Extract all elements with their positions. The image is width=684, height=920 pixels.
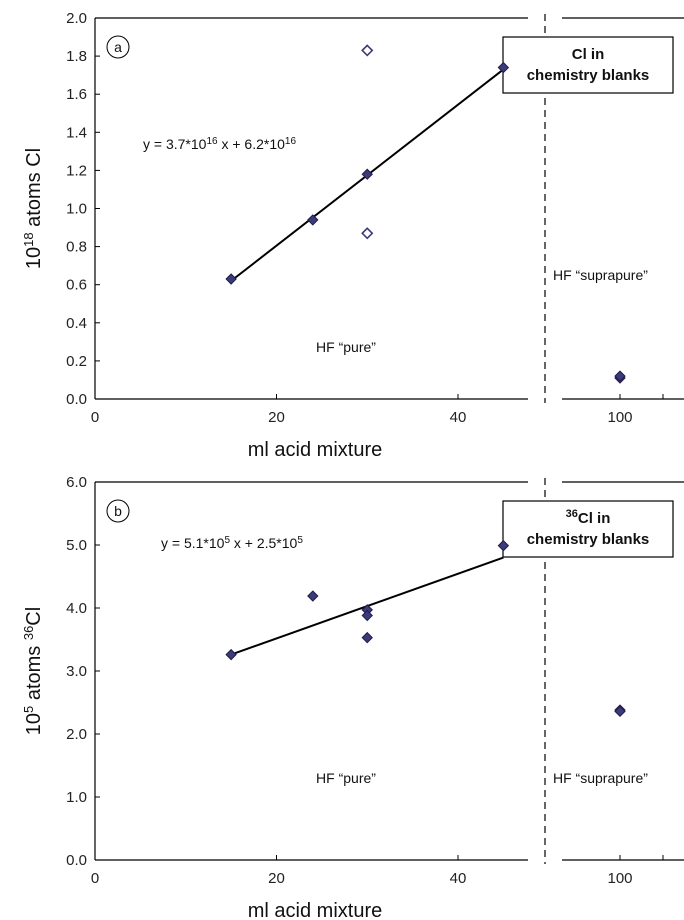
panel-label: b	[114, 503, 122, 519]
title-box-line-1: Cl in	[572, 46, 605, 63]
fit-equation: y = 3.7*1016 x + 6.2*1016	[143, 136, 296, 153]
y-axis-title: 1018 atoms Cl	[21, 148, 46, 269]
data-point-filled	[307, 214, 319, 226]
y-tick-label: 3.0	[66, 663, 87, 680]
y-tick-label: 0.8	[66, 239, 87, 256]
x-tick-label: 40	[450, 409, 467, 426]
data-point-filled	[614, 370, 626, 382]
title-box	[502, 500, 674, 558]
panel-label-circle	[106, 499, 130, 523]
y-tick-label: 4.0	[66, 600, 87, 617]
x-axis-title: ml acid mixture	[248, 900, 382, 920]
data-point-filled	[497, 61, 510, 74]
chart-panel-b: 0.0 1.0 2.0 3.0 4.0 5.0 6.0 0 20 40 100 ml acid mix…	[21, 474, 684, 920]
y-tick-label: 5.0	[66, 537, 87, 554]
y-tick-label: 1.0	[66, 789, 87, 806]
data-point-filled	[225, 273, 237, 285]
panel-label: a	[114, 39, 122, 55]
y-tick-label: 2.0	[66, 10, 87, 27]
title-box-line-1: 36Cl in	[566, 508, 611, 527]
data-point-filled	[225, 648, 237, 661]
y-tick-label: 2.0	[66, 726, 87, 743]
title-box-line-2: chemistry blanks	[527, 67, 650, 84]
region-label-pure: HF “pure”	[316, 339, 376, 355]
data-point-open	[361, 227, 374, 240]
title-box-line-2: chemistry blanks	[527, 531, 650, 548]
y-tick-label: 1.2	[66, 162, 87, 179]
title-box	[502, 36, 674, 94]
y-tick-label: 6.0	[66, 474, 87, 491]
data-point-open	[361, 44, 374, 57]
y-tick-label: 0.4	[66, 315, 87, 332]
y-tick-label: 1.8	[66, 48, 87, 65]
data-point-filled	[361, 631, 373, 644]
data-point-filled	[307, 590, 319, 602]
x-tick-label: 20	[268, 409, 285, 426]
data-point-filled	[361, 609, 373, 622]
x-tick-label: 100	[607, 870, 632, 887]
y-tick-label: 0.2	[66, 353, 87, 370]
x-axis-title: ml acid mixture	[248, 439, 382, 461]
region-label-suprapure: HF “suprapure”	[553, 770, 648, 786]
fit-equation: y = 5.1*105 x + 2.5*105	[161, 535, 303, 552]
x-tick-label: 0	[91, 409, 99, 426]
x-tick-label: 40	[450, 870, 467, 887]
region-label-suprapure: HF “suprapure”	[553, 267, 648, 283]
data-point-filled	[497, 539, 510, 552]
y-axis-title: 105 atoms 36Cl	[21, 607, 46, 735]
data-point-filled	[614, 705, 626, 718]
data-point-filled	[361, 168, 373, 180]
x-tick-label: 20	[268, 870, 285, 887]
y-tick-label: 0.0	[66, 852, 87, 869]
y-tick-label: 1.0	[66, 201, 87, 218]
x-tick-label: 100	[607, 409, 632, 426]
x-tick-label: 0	[91, 870, 99, 887]
y-tick-label: 0.0	[66, 391, 87, 408]
panel-label-circle	[106, 35, 130, 59]
y-tick-label: 0.6	[66, 277, 87, 294]
y-tick-label: 1.4	[66, 124, 87, 141]
chart-panel-a: 0.0 0.2 0.4 0.6 0.8 1.0 1.2 1.4 1.6 1.8 2.0 0 20 40 10…	[21, 10, 684, 461]
y-tick-label: 1.6	[66, 86, 87, 103]
region-label-pure: HF “pure”	[316, 770, 376, 786]
